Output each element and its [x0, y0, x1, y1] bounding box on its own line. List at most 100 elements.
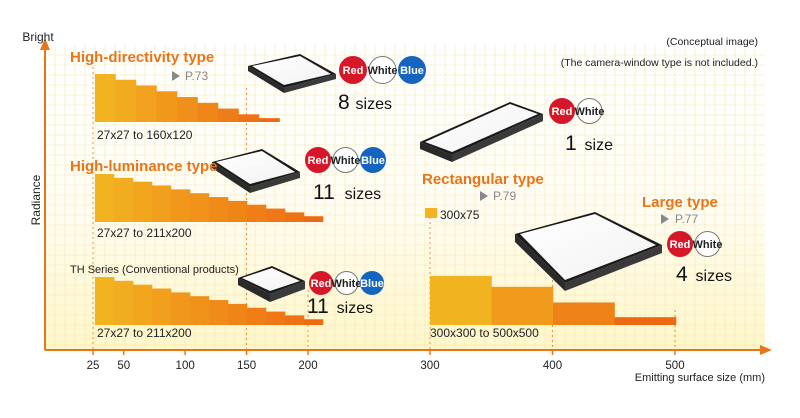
bar-th-series-conventional-products-7 [209, 300, 229, 325]
badge-red [667, 231, 693, 257]
note-camera-window: (The camera-window type is not included.… [561, 57, 758, 69]
title-th-series: TH Series (Conventional products) [70, 264, 239, 276]
badge-label: White [331, 155, 361, 167]
bar-large-type-3 [553, 302, 615, 325]
badge-label: White [693, 239, 723, 251]
y-axis-top-label: Bright [22, 30, 54, 44]
x-tick-label: 500 [665, 360, 684, 372]
y-axis-arrow-icon [40, 38, 50, 50]
panel-large [515, 212, 662, 291]
badge-label: Red [311, 278, 332, 290]
badge-blue [360, 271, 384, 295]
page-arrow-icon [480, 191, 488, 201]
count-large: 4 sizes [676, 263, 732, 286]
bar-th-series-conventional-products-9 [247, 307, 267, 325]
bar-high-luminance-type-1 [95, 174, 115, 222]
bar-high-directivity-type-7 [218, 108, 239, 122]
title-high-directivity: High-directivity type [70, 49, 214, 66]
badge-red [305, 147, 331, 173]
range-high-luminance: 27x27 to 211x200 [97, 226, 192, 240]
bar-high-directivity-type-1 [95, 74, 116, 122]
badge-label: Red [670, 239, 691, 251]
bar-rectangular-type-1 [425, 208, 438, 218]
bar-high-luminance-type-12 [304, 216, 324, 222]
x-axis-arrow-icon [760, 345, 772, 355]
bar-high-luminance-type-5 [171, 189, 191, 222]
page-rectangular[interactable]: P.79 [493, 189, 516, 203]
title-high-luminance: High-luminance type [70, 158, 218, 175]
bar-th-series-conventional-products-4 [152, 288, 172, 325]
bar-high-luminance-type-8 [228, 200, 248, 222]
bar-high-luminance-type-7 [209, 197, 229, 222]
panel-rectangular [420, 102, 543, 162]
bar-high-luminance-type-11 [285, 212, 305, 222]
range-high-directivity: 27x27 to 160x120 [97, 128, 193, 142]
bar-high-luminance-type-3 [133, 181, 153, 222]
bar-th-series-conventional-products-5 [171, 292, 191, 325]
count-th-series: 11 sizes [307, 295, 373, 318]
x-tick-label: 100 [176, 360, 195, 372]
panel-high-directivity [248, 54, 336, 93]
bar-th-series-conventional-products-8 [228, 303, 248, 325]
count-high-directivity: 8 sizes [338, 91, 392, 114]
bar-large-type-1 [430, 276, 492, 325]
count-high-luminance: 11 sizes [313, 181, 381, 204]
bar-th-series-conventional-products-10 [266, 311, 286, 325]
page-large[interactable]: P.77 [675, 212, 698, 226]
badge-label: White [332, 278, 362, 290]
bar-high-directivity-type-2 [115, 79, 137, 122]
y-axis-label: Radiance [29, 174, 43, 225]
badge-label: White [575, 106, 605, 118]
panel-th-series [238, 266, 305, 302]
page-arrow-icon [661, 214, 669, 224]
badge-red [549, 98, 575, 124]
badge-label: White [368, 65, 398, 77]
bar-th-series-conventional-products-11 [285, 315, 305, 325]
bar-high-directivity-type-4 [156, 91, 178, 122]
x-tick-label: 300 [420, 360, 439, 372]
x-tick-label: 25 [87, 360, 100, 372]
badge-blue [360, 147, 386, 173]
bar-high-luminance-type-6 [190, 193, 210, 222]
count-rectangular: 1 size [565, 132, 613, 155]
badge-label: Red [552, 106, 573, 118]
page-arrow-icon [172, 71, 180, 81]
bar-high-luminance-type-4 [152, 185, 172, 222]
bar-large-type-4 [614, 317, 677, 325]
x-tick-label: 200 [298, 360, 317, 372]
badge-label: Blue [400, 65, 424, 77]
bar-high-directivity-type-5 [177, 97, 198, 122]
bar-th-series-conventional-products-3 [133, 284, 153, 325]
bar-large-type-2 [491, 286, 554, 325]
badge-label: Blue [360, 278, 384, 290]
badge-red [339, 56, 367, 84]
badge-white [332, 147, 359, 173]
badge-white [576, 98, 603, 124]
badge-label: Red [343, 65, 364, 77]
note-conceptual: (Conceptual image) [666, 36, 758, 48]
badge-red [309, 271, 333, 295]
badge-label: Red [308, 155, 329, 167]
bar-high-directivity-type-6 [197, 102, 219, 122]
bar-high-directivity-type-9 [259, 118, 280, 122]
x-tick-label: 400 [543, 360, 562, 372]
bar-high-directivity-type-8 [238, 114, 260, 122]
bar-high-luminance-type-2 [114, 177, 134, 222]
bar-high-luminance-type-9 [247, 204, 267, 222]
title-rectangular: Rectangular type [422, 171, 544, 188]
panel-high-luminance [212, 149, 300, 193]
bar-high-directivity-type-3 [136, 85, 157, 122]
bar-th-series-conventional-products-6 [190, 296, 210, 325]
x-axis-label: Emitting surface size (mm) [635, 372, 765, 384]
bar-th-series-conventional-products-12 [304, 319, 324, 325]
bar-th-series-conventional-products-1 [95, 277, 115, 325]
bars [95, 74, 677, 325]
range-th-series: 27x27 to 211x200 [97, 326, 192, 340]
badge-white [694, 231, 721, 257]
page-high-directivity[interactable]: P.73 [185, 69, 208, 83]
x-tick-label: 150 [237, 360, 256, 372]
badge-white [368, 56, 397, 84]
